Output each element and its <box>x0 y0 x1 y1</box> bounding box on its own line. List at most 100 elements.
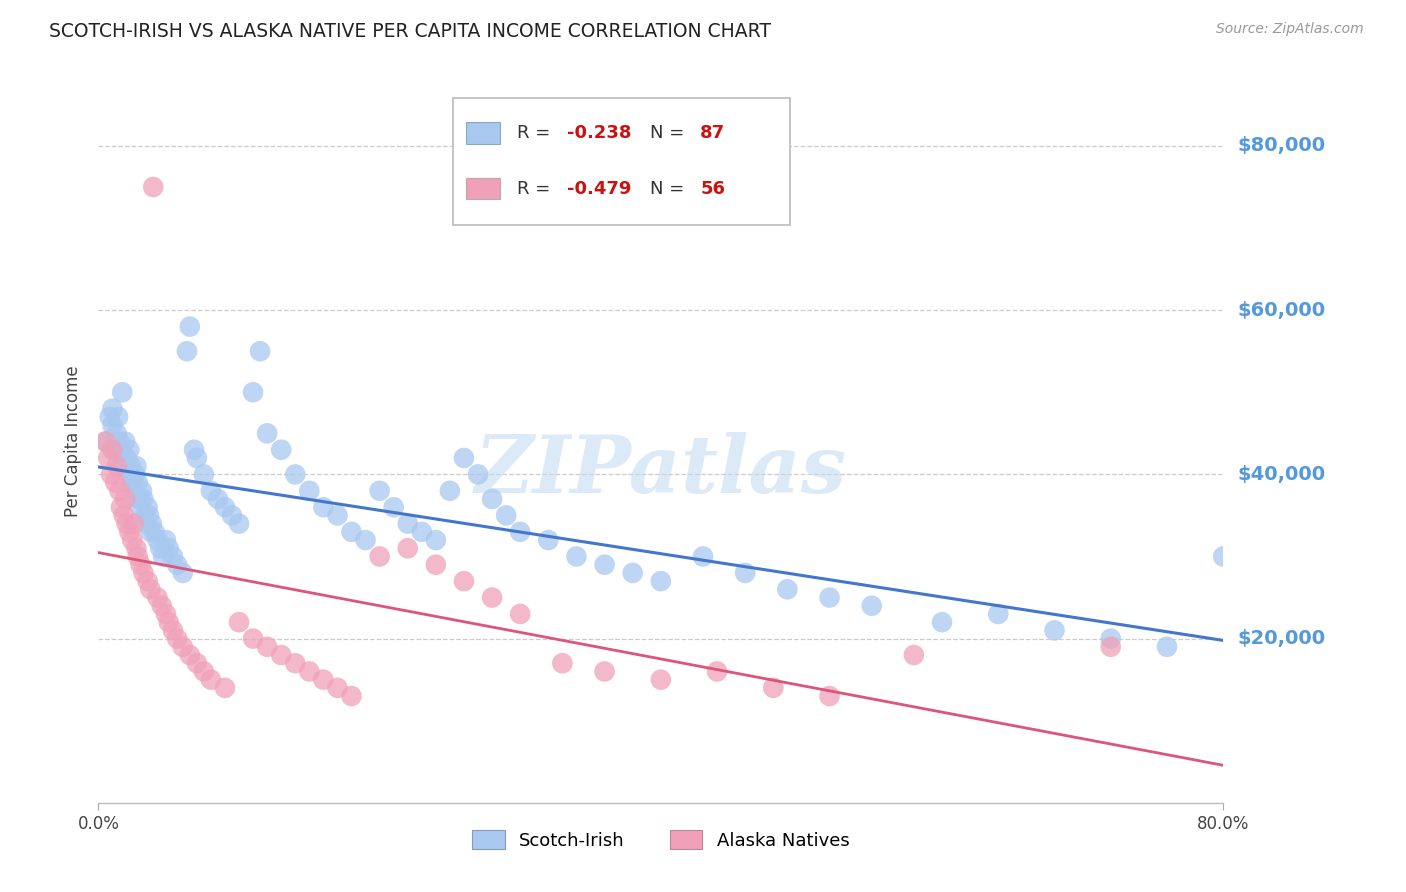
Point <box>706 665 728 679</box>
Point <box>1043 624 1066 638</box>
Point <box>200 483 222 498</box>
Point <box>121 475 143 490</box>
Point <box>382 500 405 515</box>
Point <box>111 385 134 400</box>
Text: R =: R = <box>517 124 555 142</box>
Text: N =: N = <box>650 179 689 198</box>
Legend: Scotch-Irish, Alaska Natives: Scotch-Irish, Alaska Natives <box>463 822 859 859</box>
Point <box>650 574 672 588</box>
Point <box>368 549 391 564</box>
Point <box>1156 640 1178 654</box>
Point <box>593 558 616 572</box>
Point <box>903 648 925 662</box>
Point <box>621 566 644 580</box>
Point <box>127 549 149 564</box>
Text: 87: 87 <box>700 124 725 142</box>
Point <box>425 558 447 572</box>
Point <box>107 409 129 424</box>
Point <box>453 450 475 465</box>
Point <box>112 508 135 523</box>
FancyBboxPatch shape <box>453 98 790 225</box>
Point <box>340 689 363 703</box>
Text: $20,000: $20,000 <box>1237 629 1326 648</box>
Point <box>176 344 198 359</box>
Point <box>162 549 184 564</box>
Point <box>124 467 146 482</box>
Point <box>481 491 503 506</box>
Point <box>122 516 145 531</box>
Point <box>129 500 152 515</box>
Text: Source: ZipAtlas.com: Source: ZipAtlas.com <box>1216 22 1364 37</box>
Text: R =: R = <box>517 179 555 198</box>
Text: $80,000: $80,000 <box>1237 136 1326 155</box>
Point <box>270 648 292 662</box>
Text: ZIPatlas: ZIPatlas <box>475 432 846 509</box>
Point <box>193 665 215 679</box>
Point <box>129 558 152 572</box>
Point <box>108 483 131 498</box>
Point <box>326 681 349 695</box>
Point <box>108 434 131 449</box>
Point <box>112 459 135 474</box>
Point <box>94 434 117 449</box>
Point <box>179 648 201 662</box>
Point <box>127 475 149 490</box>
Point <box>481 591 503 605</box>
Y-axis label: Per Capita Income: Per Capita Income <box>65 366 83 517</box>
Point <box>104 442 127 457</box>
Point <box>509 607 531 621</box>
Point <box>453 574 475 588</box>
Point <box>117 467 139 482</box>
Point <box>776 582 799 597</box>
Point <box>818 591 841 605</box>
Point <box>183 442 205 457</box>
Point <box>228 615 250 630</box>
Point <box>149 541 172 556</box>
Point <box>131 483 153 498</box>
Point <box>242 632 264 646</box>
Point <box>146 533 169 547</box>
Point <box>142 180 165 194</box>
Point <box>931 615 953 630</box>
Point <box>114 491 136 506</box>
Point <box>94 434 117 449</box>
Point <box>118 524 141 539</box>
Point <box>110 442 132 457</box>
Point <box>101 442 124 457</box>
Point <box>1099 632 1122 646</box>
Point <box>734 566 756 580</box>
Point <box>98 409 121 424</box>
Point <box>138 508 160 523</box>
Point <box>172 640 194 654</box>
Point <box>818 689 841 703</box>
Point <box>284 657 307 671</box>
Point <box>214 681 236 695</box>
Point <box>155 533 177 547</box>
Point <box>987 607 1010 621</box>
Point <box>122 483 145 498</box>
Point <box>132 491 155 506</box>
Point <box>150 599 173 613</box>
Text: $40,000: $40,000 <box>1237 465 1326 483</box>
Point <box>1212 549 1234 564</box>
Point <box>132 566 155 580</box>
Point <box>105 459 128 474</box>
Point <box>249 344 271 359</box>
Text: -0.479: -0.479 <box>568 179 631 198</box>
Point <box>411 524 433 539</box>
Point <box>166 558 188 572</box>
Text: -0.238: -0.238 <box>568 124 631 142</box>
Point <box>104 475 127 490</box>
Point <box>565 549 588 564</box>
Point <box>256 426 278 441</box>
Point <box>368 483 391 498</box>
Point <box>121 533 143 547</box>
Point <box>242 385 264 400</box>
Point <box>650 673 672 687</box>
Point <box>139 582 162 597</box>
Point <box>200 673 222 687</box>
Point <box>186 450 208 465</box>
Point <box>340 524 363 539</box>
Point <box>692 549 714 564</box>
Point <box>193 467 215 482</box>
